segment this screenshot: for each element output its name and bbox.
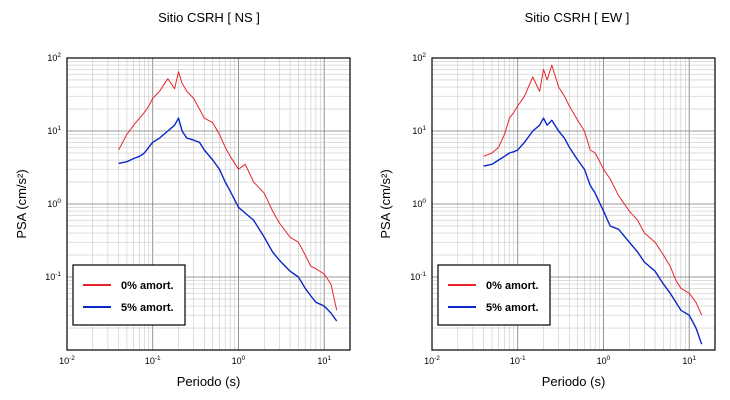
x-tick-label: 100: [232, 355, 246, 366]
series-line-damped: [483, 117, 703, 345]
series-line-damped: [118, 117, 338, 322]
legend-label: 5% amort.: [486, 302, 539, 314]
x-tick-label: 10-2: [424, 355, 440, 366]
y-tick-label: 100: [47, 198, 61, 209]
legend-box: [72, 264, 186, 326]
x-tick-label: 10-2: [59, 355, 75, 366]
series-line-undamped: [118, 71, 338, 311]
y-axis-label: PSA (cm/s²): [14, 169, 29, 238]
series-line-undamped: [483, 64, 703, 316]
legend-box: [437, 264, 551, 326]
y-tick-label: 101: [47, 125, 61, 136]
plot-frame: [431, 57, 716, 351]
legend-label: 0% amort.: [486, 280, 539, 292]
plot-frame: [66, 57, 351, 351]
x-tick-label: 10-1: [510, 355, 526, 366]
chart-title: Sitio CSRH [ EW ]: [525, 10, 630, 25]
y-tick-label: 100: [412, 198, 426, 209]
y-axis-label: PSA (cm/s²): [378, 169, 393, 238]
y-tick-label: 102: [47, 52, 61, 63]
x-tick-label: 100: [597, 355, 611, 366]
x-tick-label: 10-1: [145, 355, 161, 366]
x-tick-label: 101: [317, 355, 331, 366]
legend: 0% amort. 5% amort.: [72, 264, 186, 326]
chart-ns: 10-2 10-1 100 101 10-1 100 101 102 Sitio CSRH [ …: [14, 10, 351, 389]
legend-label: 5% amort.: [121, 302, 174, 314]
y-tick-label: 10-1: [410, 271, 426, 282]
y-tick-label: 102: [412, 52, 426, 63]
grid: [66, 57, 351, 351]
chart-ew: 10-2 10-1 100 101 10-1 100 101 102 Sitio CSRH [ …: [378, 10, 716, 389]
legend-label: 0% amort.: [121, 280, 174, 292]
x-axis-label: Periodo (s): [177, 374, 241, 389]
x-tick-label: 101: [682, 355, 696, 366]
chart-title: Sitio CSRH [ NS ]: [158, 10, 260, 25]
y-tick-label: 10-1: [45, 271, 61, 282]
legend: 0% amort. 5% amort.: [437, 264, 551, 326]
x-axis-label: Periodo (s): [542, 374, 606, 389]
y-tick-label: 101: [412, 125, 426, 136]
